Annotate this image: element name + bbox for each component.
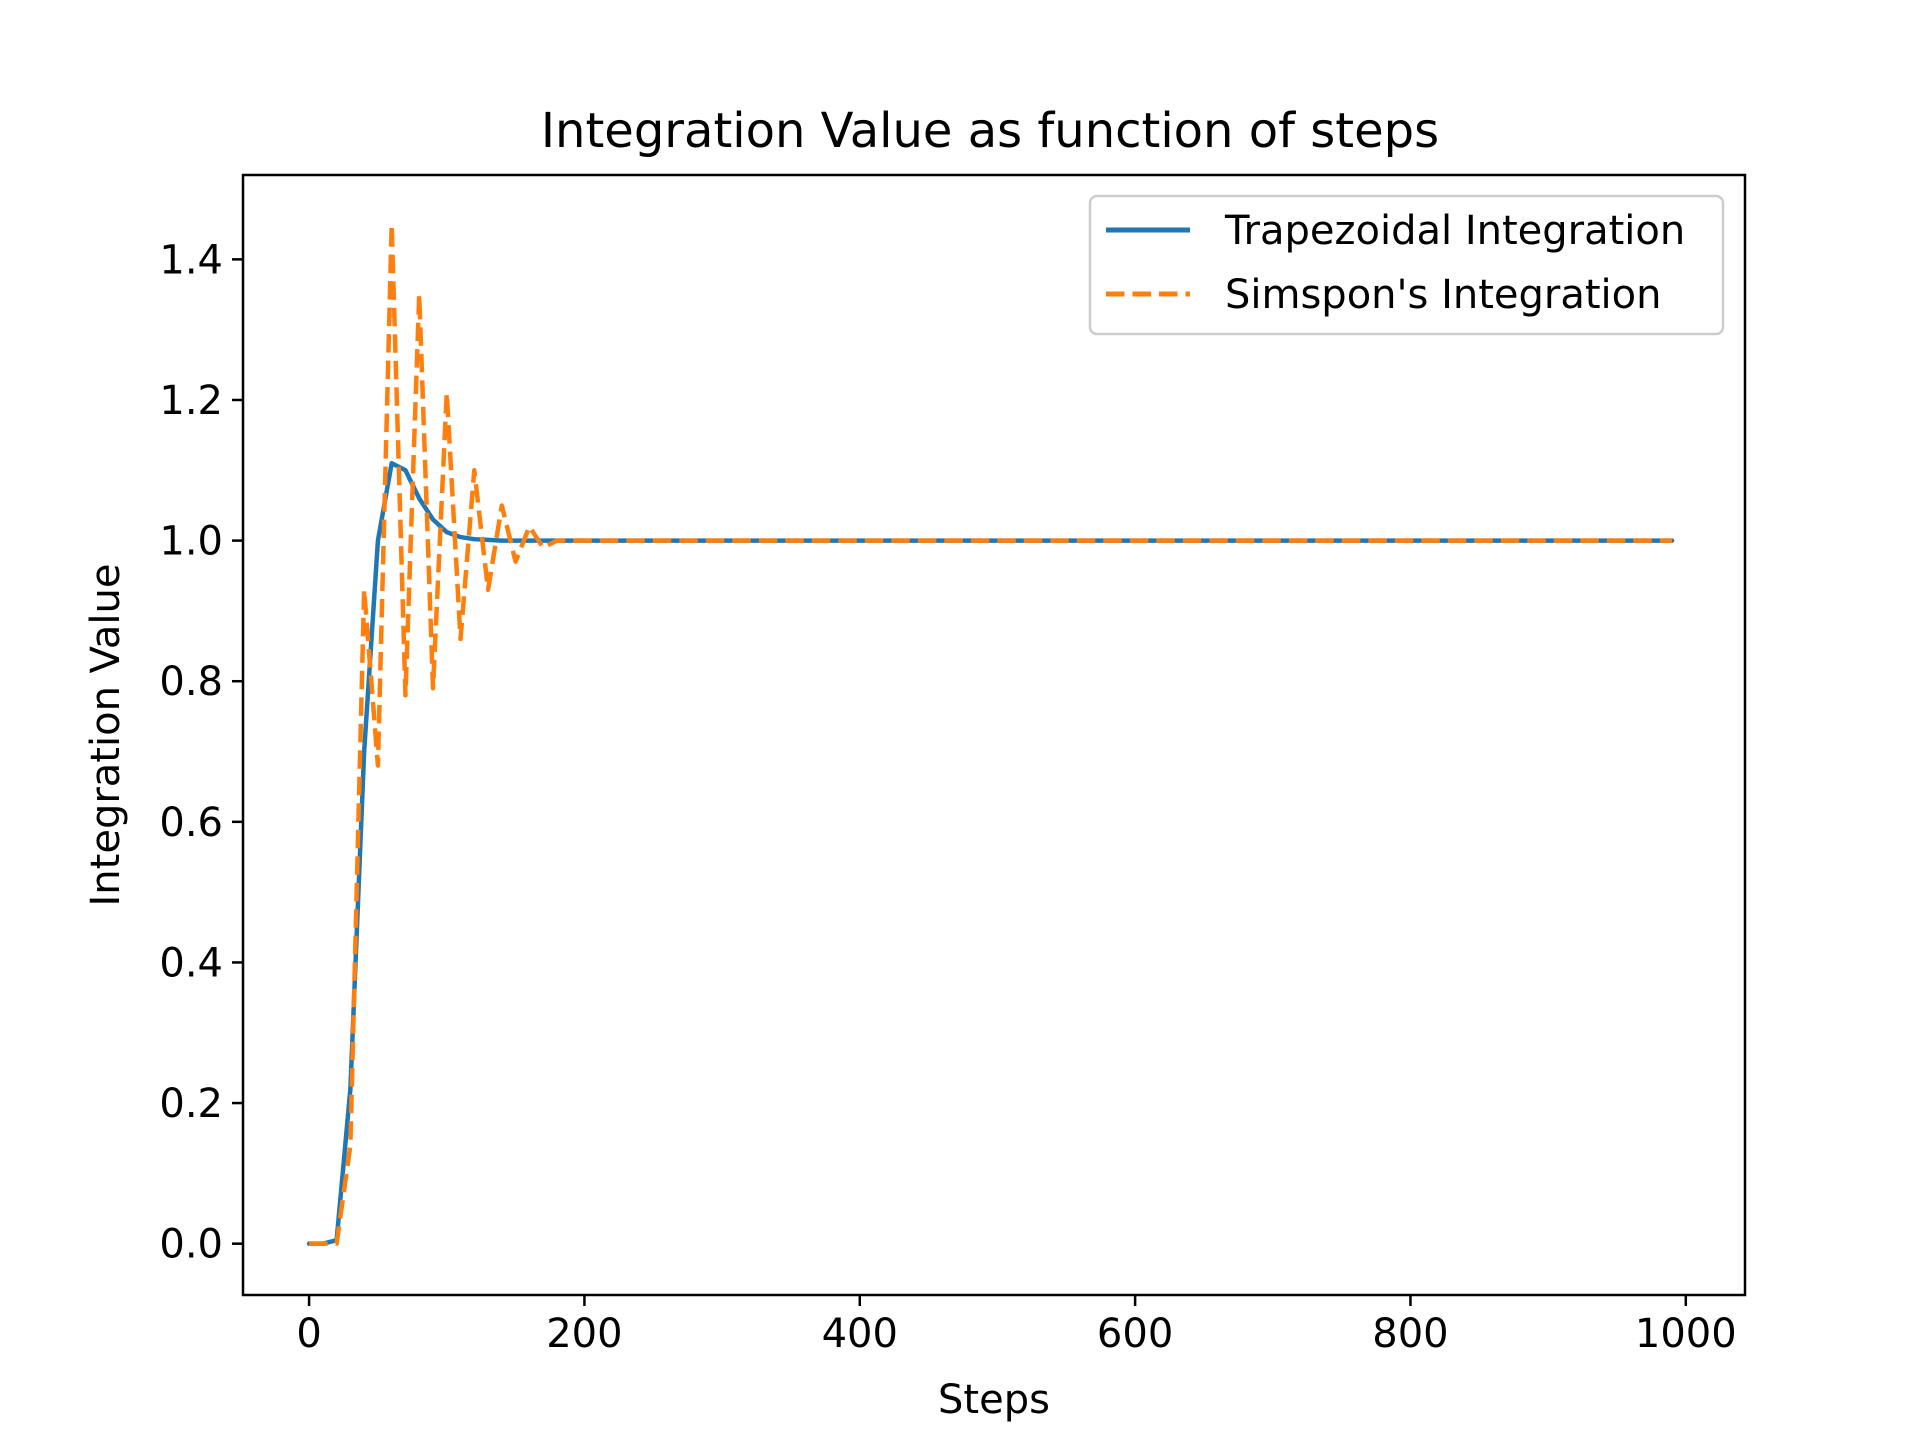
x-tick-label: 400	[822, 1311, 898, 1357]
y-tick-label: 0.2	[159, 1081, 223, 1127]
series-simpson-line	[309, 221, 1673, 1246]
legend-box	[1088, 194, 1725, 336]
x-tick-label: 1000	[1635, 1311, 1737, 1357]
x-axis: 0 200 400 600 800 1000	[296, 1295, 1737, 1357]
x-tick-label: 600	[1097, 1311, 1173, 1357]
y-tick-label: 0.0	[159, 1222, 223, 1268]
legend: Trapezoidal Integration Simspon's Integr…	[1088, 194, 1725, 336]
series-trapezoidal-line	[306, 461, 1675, 1246]
y-tick-label: 1.4	[159, 237, 223, 283]
chart-title: Integration Value as function of steps	[541, 103, 1439, 159]
y-tick-label: 1.2	[159, 378, 223, 424]
axes-frame	[241, 173, 1747, 1297]
y-tick-label: 0.8	[159, 659, 223, 705]
y-tick-label: 1.0	[159, 519, 223, 565]
legend-label-simpson: Simspon's Integration	[1225, 272, 1661, 318]
y-tick-label: 0.4	[159, 940, 223, 986]
x-tick-label: 0	[296, 1311, 321, 1357]
legend-label-trapezoidal: Trapezoidal Integration	[1224, 208, 1685, 254]
plot-area	[306, 221, 1675, 1246]
y-axis-label: Integration Value	[83, 564, 129, 907]
x-tick-label: 200	[546, 1311, 622, 1357]
y-axis: 0.0 0.2 0.4 0.6 0.8 1.0 1.2 1.4	[159, 237, 243, 1268]
x-axis-label: Steps	[938, 1377, 1050, 1423]
y-tick-label: 0.6	[159, 800, 223, 846]
x-tick-label: 800	[1372, 1311, 1448, 1357]
